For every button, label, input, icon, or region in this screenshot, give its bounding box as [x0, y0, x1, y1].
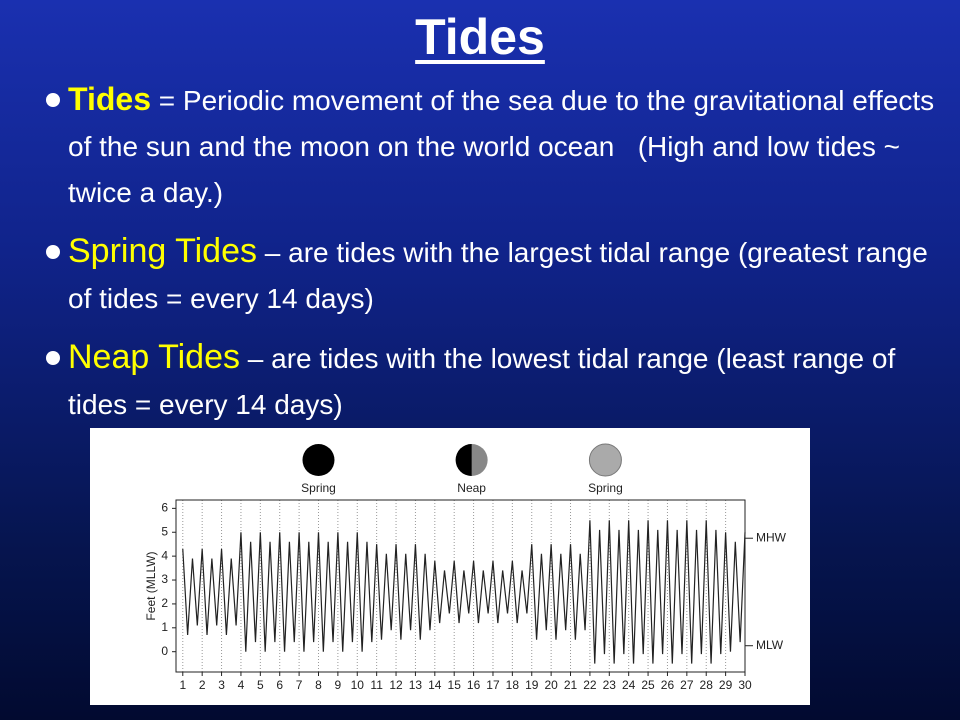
x-tick-label: 27 — [680, 678, 694, 692]
bullet-dot — [46, 245, 60, 259]
bullet-text: = Periodic movement of the sea due to th… — [68, 85, 935, 208]
y-tick-label: 5 — [161, 524, 168, 538]
x-tick-label: 14 — [428, 678, 442, 692]
x-tick-label: 9 — [335, 678, 342, 692]
tide-line — [182, 520, 746, 664]
bullet-dot — [46, 351, 60, 365]
x-tick-label: 17 — [486, 678, 500, 692]
x-tick-label: 10 — [351, 678, 365, 692]
phase-label: Spring — [588, 481, 623, 495]
x-tick-label: 7 — [296, 678, 303, 692]
y-tick-label: 6 — [161, 501, 168, 515]
x-tick-label: 24 — [622, 678, 636, 692]
plot-frame — [175, 499, 746, 673]
x-tick-label: 13 — [409, 678, 423, 692]
x-tick-label: 28 — [700, 678, 714, 692]
bullet: Spring Tides – are tides with the larges… — [46, 228, 938, 322]
reference-label: MLW — [756, 638, 784, 652]
x-tick-label: 11 — [370, 678, 383, 692]
term: Tides — [68, 81, 151, 117]
x-tick-label: 2 — [199, 678, 206, 692]
x-tick-label: 5 — [257, 678, 264, 692]
x-tick-label: 21 — [564, 678, 578, 692]
y-tick-label: 3 — [161, 572, 168, 586]
bullet: Neap Tides – are tides with the lowest t… — [46, 334, 938, 428]
tide-chart: Feet (MLLW) 1 2 3 4 5 6 7 8 9 10 11 12 13 14 15 16 17 18 1… — [90, 428, 810, 705]
x-tick-label: 23 — [603, 678, 617, 692]
y-tick-label: 1 — [161, 620, 168, 634]
x-tick-label: 3 — [218, 678, 225, 692]
x-tick-label: 4 — [238, 678, 245, 692]
x-tick-label: 29 — [719, 678, 733, 692]
bullet-text: – are tides with the largest tidal range… — [68, 237, 928, 314]
y-tick-label: 4 — [161, 548, 168, 562]
x-tick-label: 19 — [525, 678, 539, 692]
bullet-text: – are tides with the lowest tidal range … — [68, 343, 896, 420]
bullet-dot — [46, 93, 60, 107]
x-tick-label: 26 — [661, 678, 675, 692]
x-tick-label: 8 — [315, 678, 322, 692]
x-tick-label: 22 — [583, 678, 597, 692]
x-tick-label: 30 — [738, 678, 752, 692]
x-tick-label: 18 — [506, 678, 520, 692]
moon-shadow — [455, 444, 472, 476]
chart-background — [90, 428, 810, 705]
bullet: Tides = Periodic movement of the sea due… — [46, 76, 938, 216]
x-tick-label: 15 — [448, 678, 462, 692]
x-tick-label: 20 — [544, 678, 558, 692]
y-axis-label: Feet (MLLW) — [144, 551, 158, 620]
x-tick-label: 12 — [389, 678, 403, 692]
phase-label: Spring — [301, 481, 336, 495]
title: Tides — [415, 9, 545, 65]
x-tick-label: 6 — [276, 678, 283, 692]
x-tick-label: 25 — [641, 678, 655, 692]
term: Spring Tides — [68, 232, 257, 270]
term: Neap Tides — [68, 338, 240, 376]
x-tick-label: 1 — [179, 678, 186, 692]
y-tick-label: 2 — [161, 596, 168, 610]
y-tick-label: 0 — [161, 644, 168, 658]
moon-icon — [302, 444, 335, 476]
x-tick-label: 16 — [467, 678, 481, 692]
moon-icon — [588, 443, 622, 477]
phase-label: Neap — [457, 481, 486, 495]
reference-label: MHW — [756, 530, 787, 544]
